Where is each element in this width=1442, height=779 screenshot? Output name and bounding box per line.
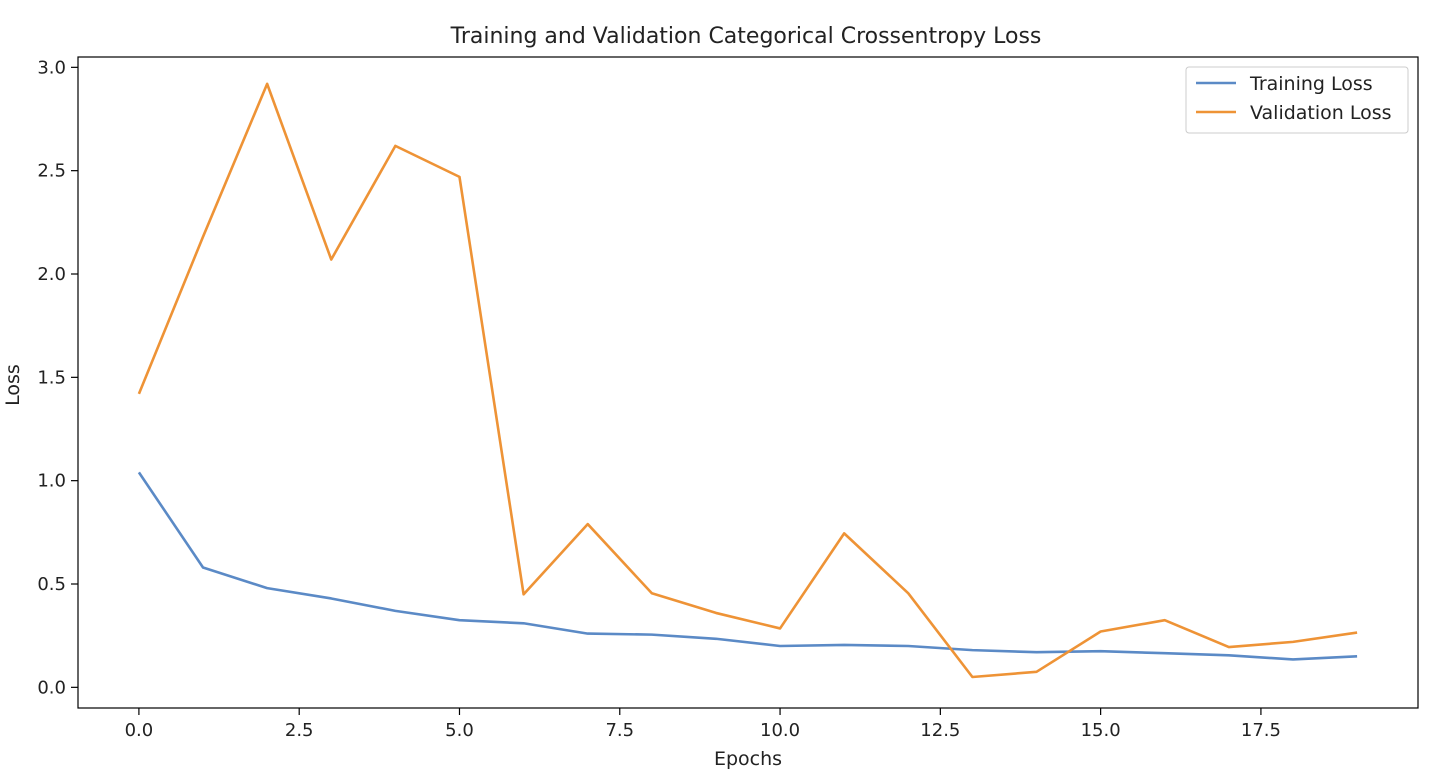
legend-box <box>1185 66 1409 134</box>
y-tick-label: 0.5 <box>37 574 66 595</box>
y-tick-label: 2.0 <box>37 264 66 285</box>
y-axis-ticks: 0.0 0.5 1.0 1.5 2.0 2.5 3.0 <box>37 57 78 698</box>
x-tick-label: 0.0 <box>125 720 154 741</box>
x-tick-label: 10.0 <box>760 720 800 741</box>
legend-label-training: Training Loss <box>1249 73 1373 95</box>
x-tick-label: 2.5 <box>285 720 314 741</box>
legend-label-validation: Validation Loss <box>1250 102 1392 124</box>
chart-title: Training and Validation Categorical Cros… <box>450 24 1042 49</box>
x-tick-label: 7.5 <box>605 720 634 741</box>
plot-area <box>78 57 1418 708</box>
training-loss-line <box>137 471 1358 661</box>
x-axis-ticks: 0.0 2.5 5.0 7.5 10.0 12.5 15.0 17.5 <box>125 708 1281 741</box>
x-tick-label: 17.5 <box>1241 720 1281 741</box>
plot-frame <box>77 56 1419 709</box>
x-tick-label: 15.0 <box>1081 720 1121 741</box>
x-tick-label: 12.5 <box>920 720 960 741</box>
y-tick-label: 2.5 <box>37 161 66 182</box>
validation-loss-line <box>137 82 1358 679</box>
series-lines <box>137 82 1358 679</box>
y-tick-label: 3.0 <box>37 57 66 78</box>
legend: Training Loss Validation Loss <box>1185 66 1409 134</box>
y-axis-label: Loss <box>2 364 24 406</box>
y-tick-label: 1.5 <box>37 367 66 388</box>
y-tick-label: 1.0 <box>37 471 66 492</box>
y-tick-label: 0.0 <box>37 677 66 698</box>
x-axis-label: Epochs <box>714 748 782 770</box>
x-tick-label: 5.0 <box>445 720 474 741</box>
